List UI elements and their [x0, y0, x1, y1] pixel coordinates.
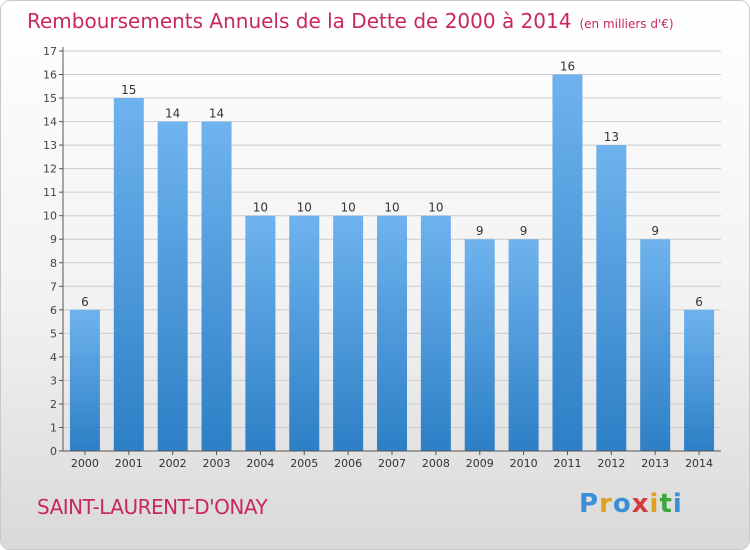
y-tick-label: 16 — [43, 69, 57, 82]
chart-title: Remboursements Annuels de la Dette de 20… — [27, 9, 674, 33]
y-tick-label: 12 — [43, 163, 57, 176]
bar-value-label: 16 — [560, 60, 575, 74]
bar — [69, 309, 100, 451]
bar — [508, 239, 539, 451]
y-tick-label: 6 — [50, 304, 57, 317]
bar-value-label: 14 — [209, 107, 224, 121]
x-tick-label: 2004 — [246, 457, 274, 470]
chart-title-text: Remboursements Annuels de la Dette de 20… — [27, 9, 572, 33]
proxiti-logo: Proxiti — [579, 489, 683, 519]
x-tick-label: 2008 — [422, 457, 450, 470]
chart-unit: (en milliers d'€) — [579, 17, 674, 31]
x-tick-label: 2010 — [510, 457, 538, 470]
x-tick-label: 2001 — [115, 457, 143, 470]
bar — [420, 215, 451, 451]
logo-letter: P — [579, 489, 600, 519]
bar-value-label: 15 — [121, 83, 136, 97]
logo-letter: t — [659, 489, 673, 519]
y-tick-label: 13 — [43, 139, 57, 152]
y-tick-label: 10 — [43, 210, 57, 223]
bar-value-label: 9 — [476, 224, 484, 238]
x-tick-label: 2009 — [466, 457, 494, 470]
y-tick-label: 2 — [50, 398, 57, 411]
y-tick-label: 11 — [43, 186, 57, 199]
bar-value-label: 6 — [695, 295, 703, 309]
bar — [157, 121, 188, 452]
commune-name: SAINT-LAURENT-D'ONAY — [37, 495, 268, 519]
bar-value-label: 10 — [340, 201, 355, 215]
y-tick-label: 14 — [43, 116, 57, 129]
bar-value-label: 10 — [384, 201, 399, 215]
y-tick-label: 8 — [50, 257, 57, 270]
x-tick-label: 2011 — [553, 457, 581, 470]
x-tick-label: 2000 — [71, 457, 99, 470]
x-tick-label: 2003 — [203, 457, 231, 470]
bar — [684, 309, 715, 451]
x-tick-label: 2006 — [334, 457, 362, 470]
y-tick-label: 4 — [50, 351, 57, 364]
y-tick-label: 15 — [43, 92, 57, 105]
bar — [289, 215, 320, 451]
x-tick-label: 2007 — [378, 457, 406, 470]
logo-letter: r — [599, 489, 613, 519]
y-tick-label: 7 — [50, 280, 57, 293]
y-tick-label: 17 — [43, 45, 57, 58]
y-tick-label: 5 — [50, 327, 57, 340]
bar — [464, 239, 495, 451]
y-tick-label: 0 — [50, 445, 57, 458]
x-tick-label: 2012 — [597, 457, 625, 470]
bar-value-label: 14 — [165, 107, 180, 121]
bar — [552, 74, 583, 451]
bar — [377, 215, 407, 451]
bar — [596, 145, 627, 451]
logo-letter: i — [672, 489, 683, 519]
x-tick-label: 2002 — [159, 457, 187, 470]
bar — [113, 98, 144, 451]
bar-value-label: 10 — [428, 201, 443, 215]
logo-letter: o — [612, 489, 632, 519]
bar — [201, 121, 232, 452]
logo-letter: i — [649, 489, 660, 519]
bar-value-label: 10 — [297, 201, 312, 215]
y-tick-label: 9 — [50, 233, 57, 246]
bar — [245, 215, 276, 451]
bars-layer: 6 15 14 14 10 10 10 10 10 9 9 16 13 9 6 — [69, 60, 715, 452]
y-tick-label: 1 — [50, 421, 57, 434]
bar — [333, 215, 364, 451]
y-tick-label: 3 — [50, 374, 57, 387]
x-tick-label: 2013 — [641, 457, 669, 470]
bar — [640, 239, 671, 451]
bar-value-label: 13 — [604, 130, 619, 144]
x-tick-label: 2005 — [290, 457, 318, 470]
bar-value-label: 9 — [651, 224, 659, 238]
x-tick-label: 2014 — [685, 457, 713, 470]
bar-value-label: 9 — [520, 224, 528, 238]
bar-value-label: 10 — [253, 201, 268, 215]
bar-value-label: 6 — [81, 295, 89, 309]
logo-letter: x — [631, 489, 650, 519]
